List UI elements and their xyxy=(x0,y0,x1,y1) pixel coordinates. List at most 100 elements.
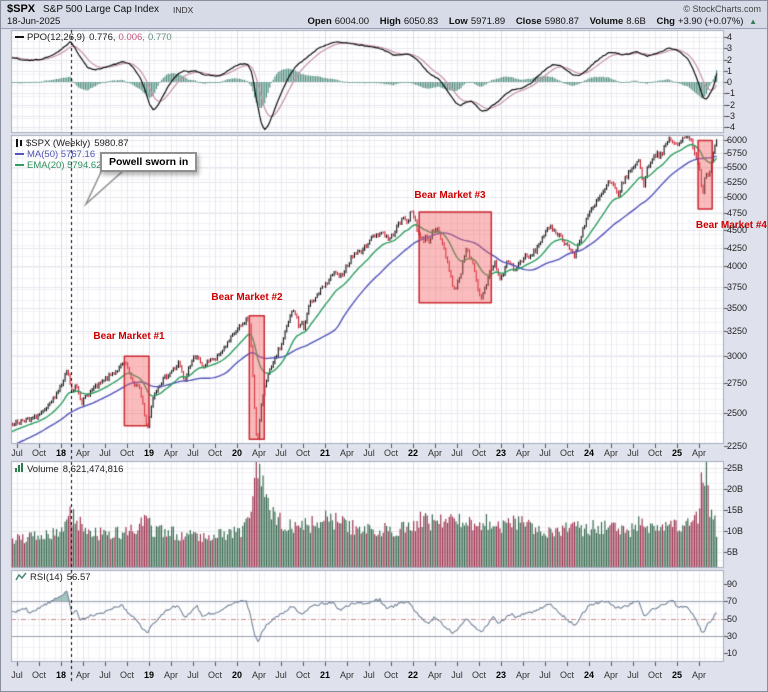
x-axis-date-label: 20 xyxy=(231,670,243,680)
x-axis-date-label: Jul xyxy=(187,670,199,680)
x-axis-date-label: Apr xyxy=(75,448,91,458)
y-axis-tick: 5000 xyxy=(727,191,748,202)
x-axis-date-label: Apr xyxy=(603,448,619,458)
low-label: Low xyxy=(448,16,468,27)
x-axis-date-label: Apr xyxy=(515,670,531,680)
y-axis-tick: 70 xyxy=(727,596,738,607)
close-value: 5980.87 xyxy=(544,16,580,27)
price-symbol: $SPX (Weekly) xyxy=(26,138,91,149)
low-value: 5971.89 xyxy=(470,16,506,27)
x-axis-date-label: Jul xyxy=(627,448,639,458)
x-axis-date-label: 22 xyxy=(407,670,419,680)
ppo-legend: PPO(12,26,9) 0.776, 0.006, 0.770 xyxy=(15,32,172,43)
y-axis-tick: 5500 xyxy=(727,162,748,173)
x-axis-date-label: Jul xyxy=(451,670,463,680)
chg-label: Chg xyxy=(656,16,675,27)
ppo-signal-value: 0.770 xyxy=(147,32,172,43)
y-axis-tick: 3750 xyxy=(727,281,748,292)
y-axis-tick: -3 xyxy=(727,110,736,121)
x-axis-date-label: 22 xyxy=(407,448,419,458)
x-axis-date-label: Oct xyxy=(471,448,487,458)
x-axis-date-label: Apr xyxy=(339,670,355,680)
bear-market-2-label: Bear Market #2 xyxy=(211,292,283,303)
x-axis-date-label: Apr xyxy=(603,670,619,680)
y-axis-tick: 2250 xyxy=(727,440,748,451)
x-axis-date-label: Oct xyxy=(383,670,399,680)
y-axis-tick: 15B xyxy=(727,505,744,515)
y-axis-tick: 5B xyxy=(727,547,739,557)
x-axis-date-label: Apr xyxy=(251,448,267,458)
candlestick-icon xyxy=(16,139,22,148)
symbol-name: S&P 500 Large Cap Index xyxy=(43,4,160,15)
y-axis-tick: 4 xyxy=(727,32,733,42)
y-axis-tick: 0 xyxy=(727,77,733,87)
x-axis-date-label: Jul xyxy=(11,670,23,680)
x-axis-date-label: Jul xyxy=(539,670,551,680)
x-axis-date-label: Oct xyxy=(295,670,311,680)
rsi-label: RSI(14) xyxy=(30,572,63,583)
x-axis-date-label: Oct xyxy=(207,670,223,680)
close-label: Close xyxy=(515,16,542,27)
x-axis-date-label: Apr xyxy=(515,448,531,458)
x-axis-date-label: 23 xyxy=(495,448,507,458)
y-axis-tick: 30 xyxy=(727,630,738,641)
ppo-label: PPO(12,26,9) xyxy=(27,32,86,43)
chart-date: 18-Jun-2025 xyxy=(7,16,61,27)
x-axis-date-label: Jul xyxy=(275,448,287,458)
bear-market-3-label: Bear Market #3 xyxy=(414,190,486,201)
x-axis-date-label: 25 xyxy=(671,448,683,458)
x-axis-date-label: Apr xyxy=(427,670,443,680)
x-axis-date-label: Jul xyxy=(451,448,463,458)
y-axis-tick: 2 xyxy=(727,54,733,65)
x-axis-date-label: Jul xyxy=(627,670,639,680)
x-axis-date-label: Oct xyxy=(471,670,487,680)
x-axis-date-label: 24 xyxy=(583,670,595,680)
x-axis-date-label: Apr xyxy=(75,670,91,680)
y-axis-tick: 3250 xyxy=(727,326,748,337)
x-axis-date-label: 24 xyxy=(583,448,595,458)
y-axis-tick: 4500 xyxy=(727,224,748,235)
ma50-value: MA(50) 5767.16 xyxy=(27,149,96,160)
bear-market-1-label: Bear Market #1 xyxy=(93,331,165,342)
x-axis-date-label: 25 xyxy=(671,670,683,680)
attribution: © StockCharts.com xyxy=(683,4,761,14)
price-legend: $SPX (Weekly) 5980.87 xyxy=(15,138,129,149)
ema20-value: EMA(20) 5794.62 xyxy=(27,160,102,171)
y-axis-tick: 10B xyxy=(727,526,744,536)
x-axis-date-label: 21 xyxy=(319,448,331,458)
x-axis-date-label: Apr xyxy=(427,448,443,458)
x-axis-date-label: Jul xyxy=(187,448,199,458)
x-axis-date-label: Jul xyxy=(539,448,551,458)
y-axis-tick: 90 xyxy=(727,578,738,589)
high-label: High xyxy=(379,16,401,27)
rsi-legend: RSI(14) 56.57 xyxy=(15,572,91,583)
rsi-zigzag-icon xyxy=(15,573,27,581)
volume-legend: Volume 8,621,474,816 xyxy=(15,463,123,475)
y-axis-tick: 6000 xyxy=(727,135,748,145)
rsi-value: 56.57 xyxy=(66,572,91,583)
y-axis-tick: -2 xyxy=(727,99,736,110)
x-axis-date-label: Oct xyxy=(559,448,575,458)
x-axis-date-label: Jul xyxy=(363,448,375,458)
x-axis-date-label: Oct xyxy=(647,670,663,680)
y-axis-tick: 10 xyxy=(727,648,738,659)
y-axis-tick: 1 xyxy=(727,65,733,76)
x-axis-date-label: Oct xyxy=(383,448,399,458)
y-axis-tick: 4250 xyxy=(727,242,748,253)
volume-legend-label: Volume xyxy=(27,464,59,475)
x-axis-date-label: Apr xyxy=(691,448,707,458)
y-axis-tick: 3500 xyxy=(727,303,748,314)
x-axis-date-label: Oct xyxy=(31,670,47,680)
x-axis-date-label: Apr xyxy=(251,670,267,680)
x-axis-date-label: Jul xyxy=(363,670,375,680)
ppo-value: 0.776, xyxy=(89,32,116,43)
open-label: Open xyxy=(307,16,332,27)
y-axis-tick: 4750 xyxy=(727,207,748,218)
x-axis-date-label: 23 xyxy=(495,670,507,680)
x-axis-date-label: Oct xyxy=(295,448,311,458)
high-value: 6050.83 xyxy=(403,16,439,27)
x-axis-date-label: 18 xyxy=(55,670,67,680)
x-axis-date-label: Oct xyxy=(207,448,223,458)
